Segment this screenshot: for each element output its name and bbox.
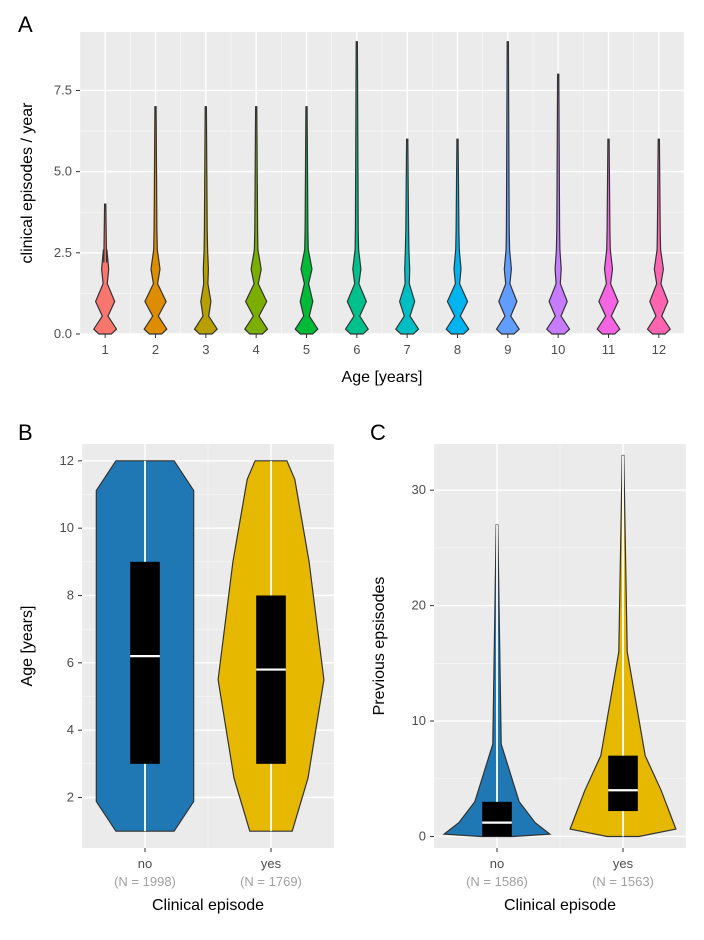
panel-C-violinbox: 0 10 20 30 no (N = 1586) yes (N = 1563) Previous… [352,430,704,930]
svg-text:12: 12 [652,342,666,357]
svg-text:4: 4 [253,342,260,357]
svg-text:7.5: 7.5 [54,82,72,97]
svg-text:6: 6 [353,342,360,357]
svg-text:Age [years]: Age [years] [19,606,36,687]
svg-text:0: 0 [419,828,426,843]
svg-text:30: 30 [412,482,426,497]
svg-text:2: 2 [152,342,159,357]
svg-text:0.0: 0.0 [54,326,72,341]
svg-text:12: 12 [60,453,74,468]
svg-text:5.0: 5.0 [54,164,72,179]
svg-text:8: 8 [454,342,461,357]
svg-text:no: no [138,856,152,871]
box-no [482,802,512,837]
box-yes [608,756,638,811]
svg-text:Clinical episode: Clinical episode [152,897,264,914]
panel-A-violins: 0.02.55.07.5123456789101112clinical epis… [0,8,704,398]
svg-text:clinical episodes / year: clinical episodes / year [19,102,36,264]
svg-text:Clinical episode: Clinical episode [504,897,616,914]
svg-text:10: 10 [551,342,565,357]
svg-text:6: 6 [67,655,74,670]
svg-text:4: 4 [67,722,74,737]
figure-container: A 0.02.55.07.5123456789101112clinical ep… [0,0,704,940]
n-label-no: (N = 1998) [114,874,176,889]
panel-B-violinbox: 2 4 6 8 10 12 no (N = 1998) yes (N = 1769) Age [ye… [0,430,352,930]
svg-text:8: 8 [67,588,74,603]
svg-text:10: 10 [412,713,426,728]
svg-text:11: 11 [602,342,616,357]
svg-text:2: 2 [67,790,74,805]
n-label-yes: (N = 1769) [240,874,302,889]
svg-text:yes: yes [261,856,282,871]
svg-text:5: 5 [303,342,310,357]
box-yes [256,596,286,764]
n-label-yes: (N = 1563) [592,874,654,889]
svg-text:10: 10 [60,520,74,535]
svg-text:7: 7 [404,342,411,357]
svg-text:yes: yes [613,856,634,871]
svg-text:no: no [490,856,504,871]
box-no [130,562,160,764]
svg-text:Previous epsisodes: Previous epsisodes [371,577,388,716]
svg-text:3: 3 [202,342,209,357]
svg-text:1: 1 [102,342,109,357]
svg-text:2.5: 2.5 [54,245,72,260]
svg-text:20: 20 [412,598,426,613]
svg-text:Age [years]: Age [years] [342,369,423,386]
svg-text:9: 9 [504,342,511,357]
n-label-no: (N = 1586) [466,874,528,889]
